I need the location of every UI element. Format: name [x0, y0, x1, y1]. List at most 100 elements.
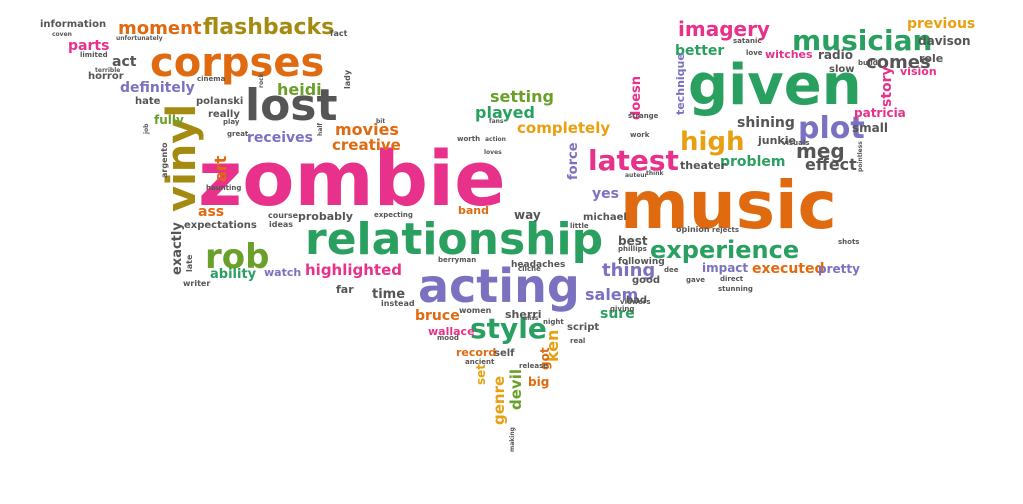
cloud-word-heidi: heidi [277, 80, 322, 99]
cloud-word-gave: gave [686, 276, 705, 284]
cloud-word-problem: problem [720, 154, 785, 170]
cloud-word-creative: creative [332, 136, 401, 154]
cloud-word-limited: limited [80, 51, 108, 59]
cloud-word-information: information [40, 19, 106, 30]
cloud-word-genre: genre [490, 376, 508, 425]
cloud-word-play: play [223, 118, 240, 126]
cloud-word-role: role [919, 52, 943, 65]
cloud-word-berryman: berryman [438, 256, 476, 264]
cloud-word-fact: fact [330, 29, 348, 38]
cloud-word-dee: dee [664, 266, 679, 274]
cloud-word-expectations: expectations [184, 220, 257, 231]
cloud-word-wallace: wallace [428, 325, 475, 338]
cloud-word-cliche: cliche [518, 265, 541, 273]
cloud-word-executed: executed [752, 261, 825, 277]
cloud-word-completely: completely [517, 119, 610, 137]
cloud-word-half: half [317, 123, 324, 136]
cloud-word-rejects: rejects [712, 226, 739, 234]
cloud-word-plot: plot [798, 111, 865, 146]
cloud-word-definitely: definitely [120, 80, 195, 96]
cloud-word-release: release [519, 362, 548, 370]
cloud-word-sure: sure [600, 306, 635, 322]
cloud-word-small: small [852, 121, 888, 135]
cloud-word-vision: vision [900, 65, 937, 78]
cloud-word-loves: loves [484, 149, 502, 156]
cloud-word-zombie: zombie [198, 134, 506, 223]
cloud-word-impact: impact [702, 261, 748, 275]
cloud-word-better: better [675, 43, 724, 59]
cloud-word-argento: argento [160, 142, 169, 178]
cloud-word-got: got [538, 347, 552, 370]
cloud-word-acting: acting [418, 259, 580, 313]
cloud-word-force: force [566, 142, 581, 180]
cloud-word-script: script [567, 322, 599, 333]
cloud-word-shots: shots [838, 238, 859, 246]
cloud-word-story: story [879, 66, 895, 107]
cloud-word-effect: effect [805, 155, 857, 174]
cloud-word-yes: yes [592, 186, 619, 202]
cloud-word-corpses: corpses [150, 40, 324, 86]
cloud-word-coven: coven [52, 31, 72, 38]
cloud-word-davison: davison [918, 34, 971, 48]
cloud-word-bruce: bruce [415, 308, 460, 324]
cloud-word-ancient: ancient [465, 358, 495, 366]
cloud-word-cinema: cinema [197, 75, 226, 83]
cloud-word-set: set [474, 364, 488, 385]
cloud-word-record: record [456, 346, 496, 359]
cloud-word-little: little [570, 222, 589, 230]
cloud-word-night: night [543, 318, 564, 326]
cloud-word-high: high [680, 127, 745, 157]
cloud-word-art: art [211, 155, 230, 182]
cloud-word-thing: thing [602, 260, 655, 281]
cloud-word-band: band [458, 204, 489, 217]
cloud-word-ass: ass [198, 204, 224, 220]
cloud-word-love: love [746, 49, 763, 57]
cloud-word-devil: devil [507, 369, 525, 410]
cloud-word-music: music [620, 167, 837, 244]
cloud-word-making: making [509, 427, 516, 452]
cloud-word-musician: musician [792, 24, 932, 57]
cloud-word-big: big [528, 375, 549, 389]
cloud-word-horror: horror [88, 71, 124, 82]
cloud-word-late: late [185, 254, 194, 272]
cloud-word-worth: worth [457, 135, 480, 143]
cloud-word-setting: setting [490, 87, 554, 106]
cloud-word-mood: mood [437, 334, 459, 342]
cloud-word-ideas: ideas [269, 220, 293, 229]
cloud-word-following: following [618, 257, 665, 267]
cloud-word-previous: previous [907, 16, 975, 32]
cloud-word-polanski: polanski [196, 96, 243, 107]
cloud-word-real: real [570, 337, 585, 345]
cloud-word-vinyl: vinyl [159, 104, 205, 212]
cloud-word-theater: theater [680, 159, 727, 172]
cloud-word-action: action [485, 136, 506, 143]
cloud-word-patricia: patricia [854, 106, 906, 120]
cloud-word-hate: hate [135, 96, 161, 107]
cloud-word-ken: ken [543, 330, 562, 362]
cloud-word-lost: lost [245, 80, 338, 131]
cloud-word-giving: giving [610, 305, 634, 313]
cloud-word-lady: lady [343, 69, 352, 89]
cloud-word-direct: direct [720, 275, 744, 283]
cloud-word-doesn: doesn [629, 76, 644, 120]
cloud-word-sherri: sherri [505, 308, 541, 321]
cloud-word-phillips: phillips [618, 245, 647, 253]
cloud-word-fully: fully [154, 113, 184, 127]
cloud-word-course: course [268, 211, 299, 220]
cloud-word-really: really [208, 109, 240, 120]
cloud-word-women: women [459, 306, 492, 315]
cloud-word-michael: michael [583, 212, 627, 223]
cloud-word-best: best [618, 234, 648, 248]
cloud-word-opinion: opinion [676, 225, 710, 234]
cloud-word-comes: comes [866, 52, 931, 73]
cloud-word-far: far [336, 283, 354, 296]
cloud-word-headaches: headaches [511, 260, 565, 270]
cloud-word-good: good [632, 275, 660, 286]
cloud-word-junkie: junkie [757, 134, 796, 147]
cloud-word-given: given [688, 53, 862, 118]
cloud-word-unfortunately: unfortunately [116, 35, 163, 42]
cloud-word-act: act [112, 54, 137, 70]
cloud-word-stunning: stunning [718, 285, 753, 293]
cloud-word-fans: fans [489, 118, 504, 125]
